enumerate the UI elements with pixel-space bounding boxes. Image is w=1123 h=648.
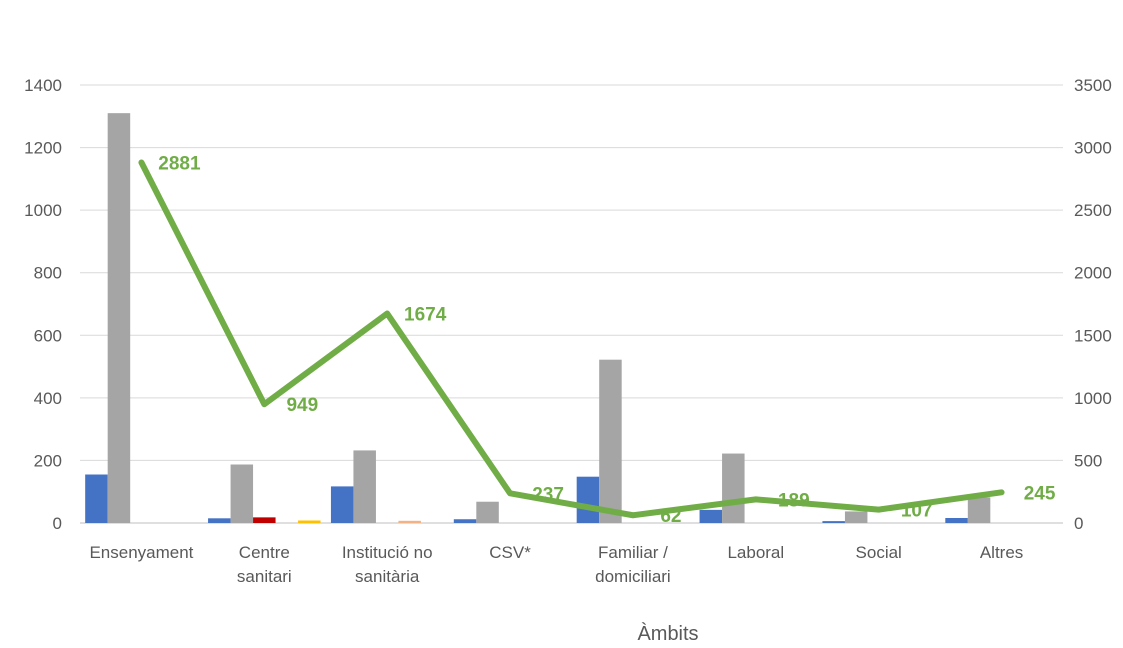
line-data-label: 949 — [286, 395, 318, 416]
bar — [85, 474, 108, 523]
x-category-label: CSV* — [489, 543, 531, 562]
bar — [253, 517, 276, 523]
x-category-label-line: Institució no — [342, 543, 433, 562]
x-category-label: Altres — [980, 543, 1023, 562]
x-category-label-line: sanitària — [355, 567, 420, 586]
line-data-label: 2881 — [158, 153, 201, 174]
bar — [230, 464, 254, 523]
right-y-tick-label: 3500 — [1074, 76, 1112, 95]
x-category-label-line: Social — [856, 543, 902, 562]
left-y-tick-label: 800 — [34, 264, 62, 283]
x-category-label-line: Altres — [980, 543, 1023, 562]
left-y-tick-label: 200 — [34, 451, 62, 470]
left-y-tick-label: 600 — [34, 326, 62, 345]
x-category-label-line: Familiar / — [598, 543, 668, 562]
line-series-group: 2881 949 1674 237 62 189 107 245 — [138, 153, 1056, 527]
line-data-label: 1674 — [404, 305, 447, 326]
bar-series-group — [85, 113, 991, 524]
right-y-tick-label: 1500 — [1074, 326, 1112, 345]
bar — [699, 509, 723, 523]
line-data-label: 245 — [1024, 483, 1056, 504]
x-category-label: Laboral — [727, 543, 784, 562]
right-y-tick-label: 0 — [1074, 514, 1083, 533]
bar — [967, 497, 991, 523]
bar — [453, 519, 477, 523]
bar — [822, 521, 845, 523]
bar — [298, 520, 321, 523]
x-category-label-line: Ensenyament — [89, 543, 193, 562]
x-category-label: Institució no sanitària — [342, 543, 433, 586]
right-y-axis-ticks: 0 500 1000 1500 2000 2500 3000 3500 — [1074, 76, 1112, 533]
left-y-tick-label: 1200 — [24, 139, 62, 158]
x-category-label-line: CSV* — [489, 543, 531, 562]
bar — [576, 476, 600, 523]
bar — [476, 501, 499, 523]
left-y-tick-label: 1400 — [24, 76, 62, 95]
right-y-tick-label: 1000 — [1074, 389, 1112, 408]
bar — [353, 450, 376, 523]
left-y-tick-label: 400 — [34, 389, 62, 408]
line-data-label: 189 — [778, 490, 810, 511]
line-data-label: 237 — [532, 484, 564, 505]
bar — [398, 520, 421, 523]
bar — [107, 113, 131, 524]
bar — [722, 453, 745, 523]
left-y-tick-label: 0 — [53, 514, 62, 533]
line-data-label: 107 — [901, 501, 933, 522]
x-category-label-line: sanitari — [237, 567, 292, 586]
x-axis-category-labels: Ensenyament Centre sanitari Institució no sa… — [89, 543, 1023, 586]
left-y-tick-label: 1000 — [24, 201, 62, 220]
x-axis-title: Àmbits — [637, 622, 698, 645]
x-category-label-line: domiciliari — [595, 567, 671, 586]
bar — [599, 359, 622, 523]
line-data-label: 62 — [660, 506, 681, 527]
x-category-label: Centre sanitari — [237, 543, 292, 586]
x-category-label-line: Laboral — [727, 543, 784, 562]
bar — [844, 511, 868, 523]
right-y-tick-label: 3000 — [1074, 139, 1112, 158]
gridlines — [80, 84, 1063, 524]
line-series — [138, 159, 1005, 519]
right-y-tick-label: 2000 — [1074, 264, 1112, 283]
x-category-label: Social — [856, 543, 902, 562]
x-category-label: Familiar / domiciliari — [595, 543, 671, 586]
x-category-label-line: Centre — [239, 543, 290, 562]
bar — [208, 518, 231, 523]
x-category-label: Ensenyament — [89, 543, 193, 562]
bar — [330, 486, 354, 523]
left-y-axis-ticks: 0 200 400 600 800 1000 1200 1400 — [24, 76, 62, 533]
bar — [945, 517, 968, 523]
right-y-tick-label: 2500 — [1074, 201, 1112, 220]
right-y-tick-label: 500 — [1074, 451, 1102, 470]
